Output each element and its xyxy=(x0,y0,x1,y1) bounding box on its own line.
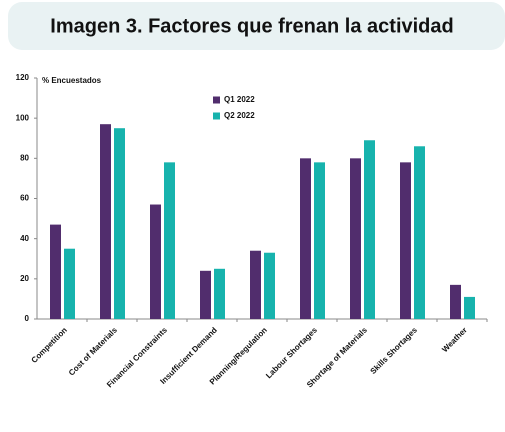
legend-label: Q2 2022 xyxy=(224,111,255,120)
bar xyxy=(214,268,225,319)
bar xyxy=(300,158,311,319)
bar xyxy=(450,284,461,319)
bar xyxy=(464,296,475,319)
bar xyxy=(400,162,411,319)
x-tick-label: Cost of Materials xyxy=(67,325,119,377)
bar xyxy=(164,162,175,319)
y-tick-label: 120 xyxy=(16,73,30,82)
bar xyxy=(350,158,361,319)
bar xyxy=(50,224,61,319)
y-axis-label: % Encuestados xyxy=(42,76,102,85)
x-tick-label: Skills Shortages xyxy=(369,325,420,376)
bar xyxy=(264,252,275,319)
bar xyxy=(100,124,111,319)
x-tick-label: Planning/Regulation xyxy=(208,325,269,386)
chart-title: Imagen 3. Factores que frenan la activid… xyxy=(50,15,453,37)
y-tick-label: 80 xyxy=(20,153,29,162)
y-tick-label: 60 xyxy=(20,194,29,203)
bar xyxy=(150,204,161,319)
x-tick-label: Labour Shortages xyxy=(264,325,319,380)
y-tick-label: 20 xyxy=(20,274,29,283)
bar xyxy=(200,270,211,319)
y-tick-label: 40 xyxy=(20,234,29,243)
x-tick-label: Weather xyxy=(440,326,469,355)
title-box xyxy=(8,2,505,50)
bar xyxy=(314,162,325,319)
legend-swatch xyxy=(213,112,220,120)
legend-swatch xyxy=(213,96,220,104)
y-tick-label: 0 xyxy=(25,314,30,323)
legend-label: Q1 2022 xyxy=(224,95,255,104)
bar xyxy=(250,250,261,319)
y-tick-label: 100 xyxy=(16,113,30,122)
x-tick-label: Competition xyxy=(30,325,69,364)
bar xyxy=(414,146,425,319)
bar xyxy=(114,128,125,319)
bar xyxy=(364,140,375,319)
bar xyxy=(64,248,75,319)
